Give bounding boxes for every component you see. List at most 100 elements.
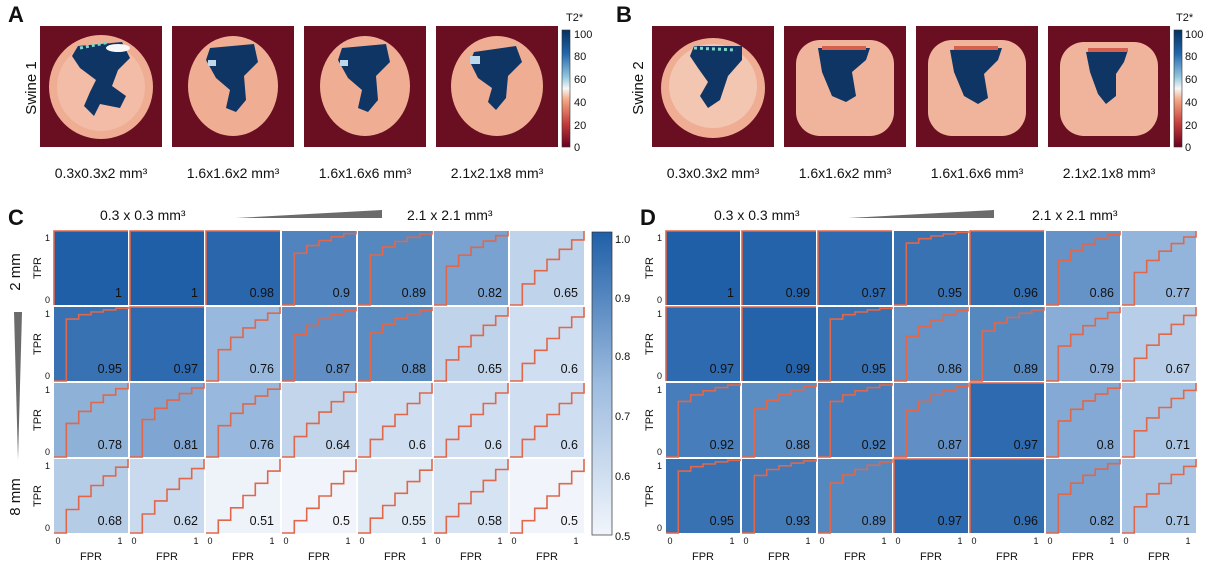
resolution-label: 1.6x1.6x2 mm³: [799, 165, 892, 181]
roc-cell: 0.97: [129, 306, 204, 381]
roc-curve: [130, 459, 205, 534]
auc-value: 0.71: [1166, 438, 1190, 452]
auc-value: 0.92: [862, 438, 886, 452]
auc-value: 0.86: [938, 362, 962, 376]
t2-tick: 80: [1185, 51, 1197, 63]
roc-cell: 1: [129, 230, 204, 305]
t2-colorbar-title: T2*: [566, 12, 584, 24]
y-tick-label: 1: [45, 309, 50, 319]
x-tick-label: 0: [667, 536, 672, 546]
auc-value: 0.6: [561, 438, 578, 452]
resolution-label: 2.1x2.1x8 mm³: [1063, 165, 1156, 181]
x-tick-label: 0: [131, 536, 136, 546]
auc-value: 0.92: [710, 438, 734, 452]
roc-curve: [54, 459, 129, 534]
roc-cell: 0.95: [894, 231, 969, 306]
roc-cell-bg: [54, 231, 128, 305]
roc-curve: [817, 230, 892, 305]
roc-cell: 0.97: [969, 382, 1044, 457]
auc-value: 0.96: [1014, 514, 1038, 528]
slice-image-a2: [172, 26, 294, 147]
roc-cell: 0.95: [818, 307, 893, 382]
tpr-axis-label: TPR: [32, 485, 44, 507]
roc-cell: 0.76: [206, 383, 281, 458]
auc-value: 0.95: [710, 514, 734, 528]
x-tick-label: 0: [743, 536, 748, 546]
slice-image-b3: [916, 26, 1038, 147]
roc-cell-bg: [742, 231, 816, 305]
roc-header-right: 2.1 x 2.1 mm³: [1032, 207, 1118, 223]
roc-cell-bg: [206, 231, 280, 305]
roc-cell: 1: [53, 230, 128, 305]
roc-cell: 0.92: [818, 383, 893, 458]
t2-tick: 60: [574, 74, 586, 86]
auc-value: 0.8: [1097, 438, 1114, 452]
tpr-axis-label: TPR: [644, 333, 656, 355]
auc-value: 0.51: [250, 514, 274, 528]
x-tick-label: 0: [359, 536, 364, 546]
x-tick-label: 1: [805, 536, 810, 546]
auc-value: 0.97: [710, 362, 734, 376]
roc-curve: [1046, 383, 1121, 458]
roc-curve: [130, 383, 205, 458]
y-tick-label: 0: [45, 523, 50, 533]
roc-cell: 0.92: [666, 383, 741, 458]
auc-value: 0.76: [250, 362, 274, 376]
roc-cell: 0.95: [54, 307, 129, 382]
roc-curve: [741, 230, 816, 305]
y-tick-label: 1: [45, 461, 50, 471]
auc-tick: 0.7: [615, 411, 630, 423]
auc-value: 1: [191, 286, 198, 300]
roc-curve: [1046, 307, 1121, 382]
t2-tick: 20: [1185, 120, 1197, 132]
roc-cell-bg: [666, 231, 740, 305]
auc-value: 0.86: [1090, 286, 1114, 300]
x-tick-label: 1: [497, 536, 502, 546]
roc-curve: [742, 459, 817, 534]
roc-cell: 0.65: [434, 307, 509, 382]
auc-tick: 0.9: [615, 293, 630, 305]
fpr-axis-label: FPR: [460, 551, 482, 563]
x-tick-label: 0: [55, 536, 60, 546]
auc-value: 0.71: [1166, 514, 1190, 528]
x-tick-label: 1: [345, 536, 350, 546]
roc-cell: 0.8: [1046, 383, 1121, 458]
fpr-axis-label: FPR: [996, 551, 1018, 563]
roc-cell-bg: [818, 231, 892, 305]
panel-letter-a: A: [8, 2, 24, 27]
roc-curve: [1122, 231, 1197, 306]
roc-curve: [434, 383, 509, 458]
row-label-swine-2: Swine 2: [630, 61, 647, 114]
x-tick-label: 0: [435, 536, 440, 546]
auc-value: 0.96: [1014, 286, 1038, 300]
roc-cell: 0.5: [282, 459, 357, 534]
resolution-wedge: [848, 210, 994, 218]
tpr-axis-label: TPR: [644, 485, 656, 507]
auc-value: 0.87: [938, 438, 962, 452]
tpr-axis-label: TPR: [644, 409, 656, 431]
auc-value: 0.65: [478, 362, 502, 376]
roc-cell-bg: [970, 231, 1044, 305]
roc-curve: [282, 383, 357, 458]
panel-letter-c: C: [8, 205, 24, 230]
t2-tick: 80: [574, 51, 586, 63]
fpr-axis-label: FPR: [232, 551, 254, 563]
roc-curve: [129, 306, 204, 381]
roc-cell: 0.86: [894, 307, 969, 382]
slice-label-bottom: 8 mm: [7, 478, 24, 516]
roc-header-left: 0.3 x 0.3 mm³: [100, 207, 186, 223]
roc-cell: 0.97: [893, 458, 968, 533]
roc-curve: [129, 230, 204, 305]
y-tick-label: 1: [45, 233, 50, 243]
resolution-label: 2.1x2.1x8 mm³: [451, 165, 544, 181]
roc-cell: 0.65: [510, 231, 585, 306]
x-tick-label: 1: [1033, 536, 1038, 546]
auc-value: 0.93: [786, 514, 810, 528]
roc-cell: 0.82: [1046, 459, 1121, 534]
auc-value: 0.81: [174, 438, 198, 452]
fpr-axis-label: FPR: [692, 551, 714, 563]
roc-curve: [894, 383, 969, 458]
roc-curve: [510, 307, 585, 382]
t2-tick: 100: [574, 29, 592, 41]
roc-curve: [818, 307, 893, 382]
